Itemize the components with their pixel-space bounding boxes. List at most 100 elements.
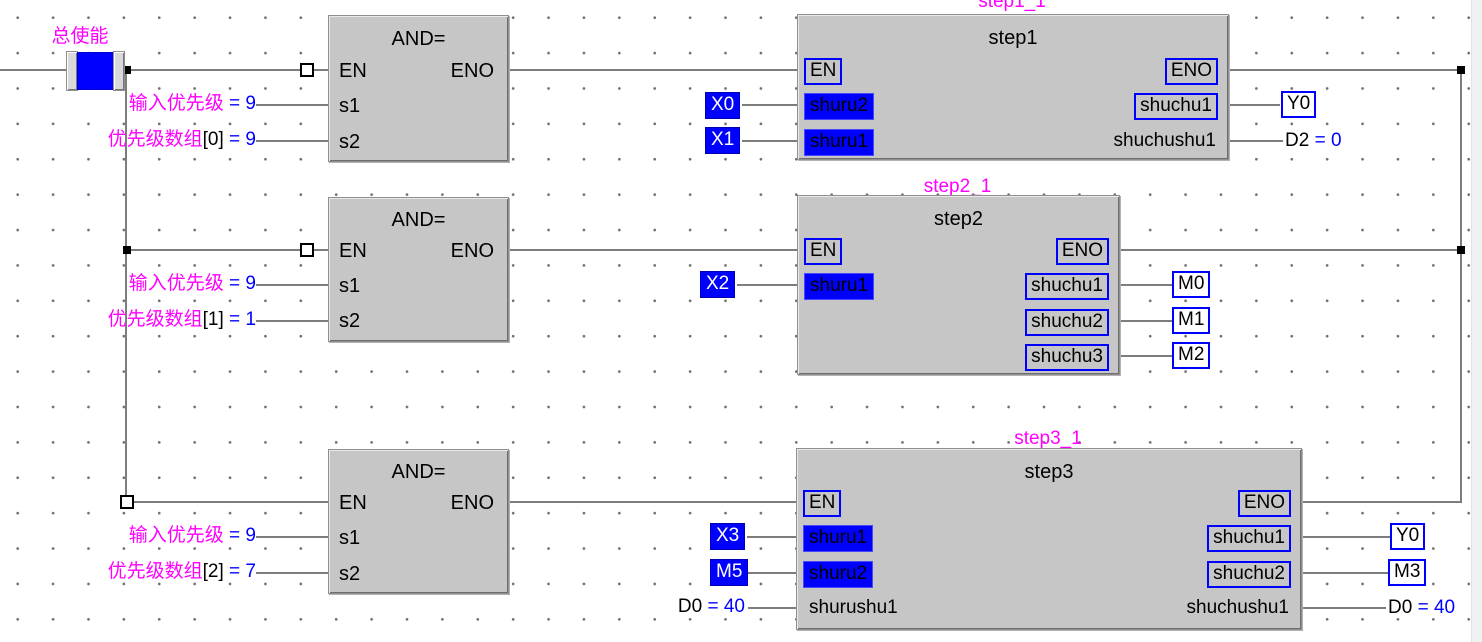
- wire: [1227, 104, 1280, 106]
- right-rail: [1460, 69, 1462, 503]
- operand-label-s1[interactable]: 输入优先级 = 9: [0, 93, 256, 116]
- operand-x2[interactable]: X2: [700, 271, 736, 298]
- pin-s2[interactable]: s2: [339, 563, 361, 585]
- pin-shuru1[interactable]: shuru1: [804, 273, 875, 300]
- pin-eno[interactable]: ENO: [1237, 490, 1291, 517]
- pin-shuru1[interactable]: shuru1: [803, 525, 874, 552]
- monitor-value: = 7: [223, 561, 256, 582]
- pin-shuchu2[interactable]: shuchu2: [1025, 309, 1109, 336]
- pin-en[interactable]: EN: [803, 490, 842, 517]
- fb-instance-label[interactable]: step2_1: [923, 176, 992, 197]
- fb-step1[interactable]: step1 EN shuru2 shuru1 ENO shuchu1 shuch…: [797, 14, 1229, 160]
- wire: [747, 536, 796, 538]
- wire: [1227, 140, 1283, 142]
- pin-eno[interactable]: ENO: [1055, 238, 1109, 265]
- pin-shuru1[interactable]: shuru1: [804, 129, 875, 156]
- operand-label-s2[interactable]: 优先级数组[2] = 7: [0, 561, 256, 584]
- pin-eno[interactable]: ENO: [450, 240, 494, 262]
- wire: [134, 501, 328, 503]
- contact-label[interactable]: 总使能: [51, 26, 109, 47]
- pin-shuchu3[interactable]: shuchu3: [1025, 344, 1109, 371]
- junction-dot: [1457, 246, 1465, 254]
- pin-s1[interactable]: s1: [339, 95, 361, 117]
- operand-m5[interactable]: M5: [710, 559, 749, 586]
- operand-label-s2[interactable]: 优先级数组[0] = 9: [0, 129, 256, 152]
- monitor-value: = 9: [223, 93, 256, 114]
- contact-right-plate: [113, 51, 125, 91]
- pin-eno[interactable]: ENO: [450, 60, 494, 82]
- wire: [314, 249, 328, 251]
- pin-shuchu2[interactable]: shuchu2: [1207, 561, 1291, 588]
- operand-m1[interactable]: M1: [1172, 307, 1211, 334]
- wire: [742, 104, 797, 106]
- pin-shurushu1[interactable]: shurushu1: [809, 597, 898, 618]
- wire: [1118, 249, 1461, 251]
- fb-instance-label[interactable]: step3_1: [1014, 428, 1082, 449]
- pin-en[interactable]: EN: [339, 240, 367, 262]
- and-block-2[interactable]: AND= EN ENO s1 s2: [328, 197, 509, 342]
- fb-title: step3: [1024, 461, 1074, 483]
- array-index: [2]: [202, 561, 224, 582]
- fb-instance-label[interactable]: step1_1: [978, 0, 1046, 12]
- wire: [748, 607, 796, 609]
- junction-dot: [123, 246, 131, 254]
- operand-m0[interactable]: M0: [1172, 271, 1211, 298]
- wire: [256, 104, 328, 106]
- connection-point: [300, 243, 314, 257]
- array-index: [1]: [202, 309, 224, 330]
- fb-title: step1: [988, 27, 1038, 49]
- wire: [256, 572, 328, 574]
- junction-dot: [1457, 66, 1465, 74]
- and-block-3[interactable]: AND= EN ENO s1 s2: [328, 449, 509, 594]
- pin-shuchushu1[interactable]: shuchushu1: [1186, 597, 1289, 618]
- operand-d2[interactable]: D2 = 0: [1285, 130, 1342, 153]
- pin-en[interactable]: EN: [804, 58, 843, 85]
- array-index: [0]: [202, 129, 224, 150]
- block-title: AND=: [391, 209, 446, 231]
- connection-point: [300, 63, 314, 77]
- pin-shuru2[interactable]: shuru2: [803, 561, 874, 588]
- operand-y0[interactable]: Y0: [1281, 91, 1317, 118]
- wire: [1300, 536, 1390, 538]
- pin-eno[interactable]: ENO: [450, 492, 494, 514]
- pin-en[interactable]: EN: [339, 492, 367, 514]
- operand-x0[interactable]: X0: [705, 92, 741, 119]
- pin-s1[interactable]: s1: [339, 275, 361, 297]
- device-name: D2: [1285, 130, 1310, 151]
- monitor-value: = 1: [223, 309, 256, 330]
- operand-m3[interactable]: M3: [1388, 559, 1427, 586]
- wire: [1118, 355, 1173, 357]
- operand-d0-output[interactable]: D0 = 40: [1388, 597, 1455, 620]
- operand-m2[interactable]: M2: [1172, 342, 1211, 369]
- pin-en[interactable]: EN: [804, 238, 843, 265]
- pin-en[interactable]: EN: [339, 60, 367, 82]
- wire: [0, 69, 66, 71]
- pin-shuchu1[interactable]: shuchu1: [1025, 273, 1109, 300]
- pin-shuchushu1[interactable]: shuchushu1: [1113, 130, 1216, 151]
- pin-s2[interactable]: s2: [339, 310, 361, 332]
- variable-name: 输入优先级: [128, 273, 224, 294]
- wire: [256, 320, 328, 322]
- operand-d0-input[interactable]: D0 = 40: [640, 596, 745, 619]
- operand-label-s1[interactable]: 输入优先级 = 9: [0, 525, 256, 548]
- pin-eno[interactable]: ENO: [1164, 58, 1218, 85]
- pin-shuchu1[interactable]: shuchu1: [1134, 93, 1218, 120]
- pin-shuchu1[interactable]: shuchu1: [1207, 525, 1291, 552]
- pin-s2[interactable]: s2: [339, 131, 361, 153]
- wire: [123, 69, 301, 71]
- operand-label-s2[interactable]: 优先级数组[1] = 1: [0, 309, 256, 332]
- variable-name: 优先级数组: [107, 309, 203, 330]
- variable-name: 输入优先级: [128, 93, 224, 114]
- pin-shuru2[interactable]: shuru2: [804, 93, 875, 120]
- operand-label-s1[interactable]: 输入优先级 = 9: [0, 273, 256, 296]
- operand-y0[interactable]: Y0: [1390, 523, 1426, 550]
- fb-step2[interactable]: step2 EN shuru1 ENO shuchu1 shuchu2 shuc…: [797, 195, 1120, 375]
- monitor-value: = 0: [1309, 130, 1342, 151]
- operand-x1[interactable]: X1: [705, 127, 741, 154]
- operand-x3[interactable]: X3: [710, 523, 746, 550]
- fb-step3[interactable]: step3 EN shuru1 shuru2 shurushu1 ENO shu…: [796, 448, 1302, 630]
- wire: [1300, 572, 1388, 574]
- and-block-1[interactable]: AND= EN ENO s1 s2: [328, 15, 509, 162]
- pin-s1[interactable]: s1: [339, 527, 361, 549]
